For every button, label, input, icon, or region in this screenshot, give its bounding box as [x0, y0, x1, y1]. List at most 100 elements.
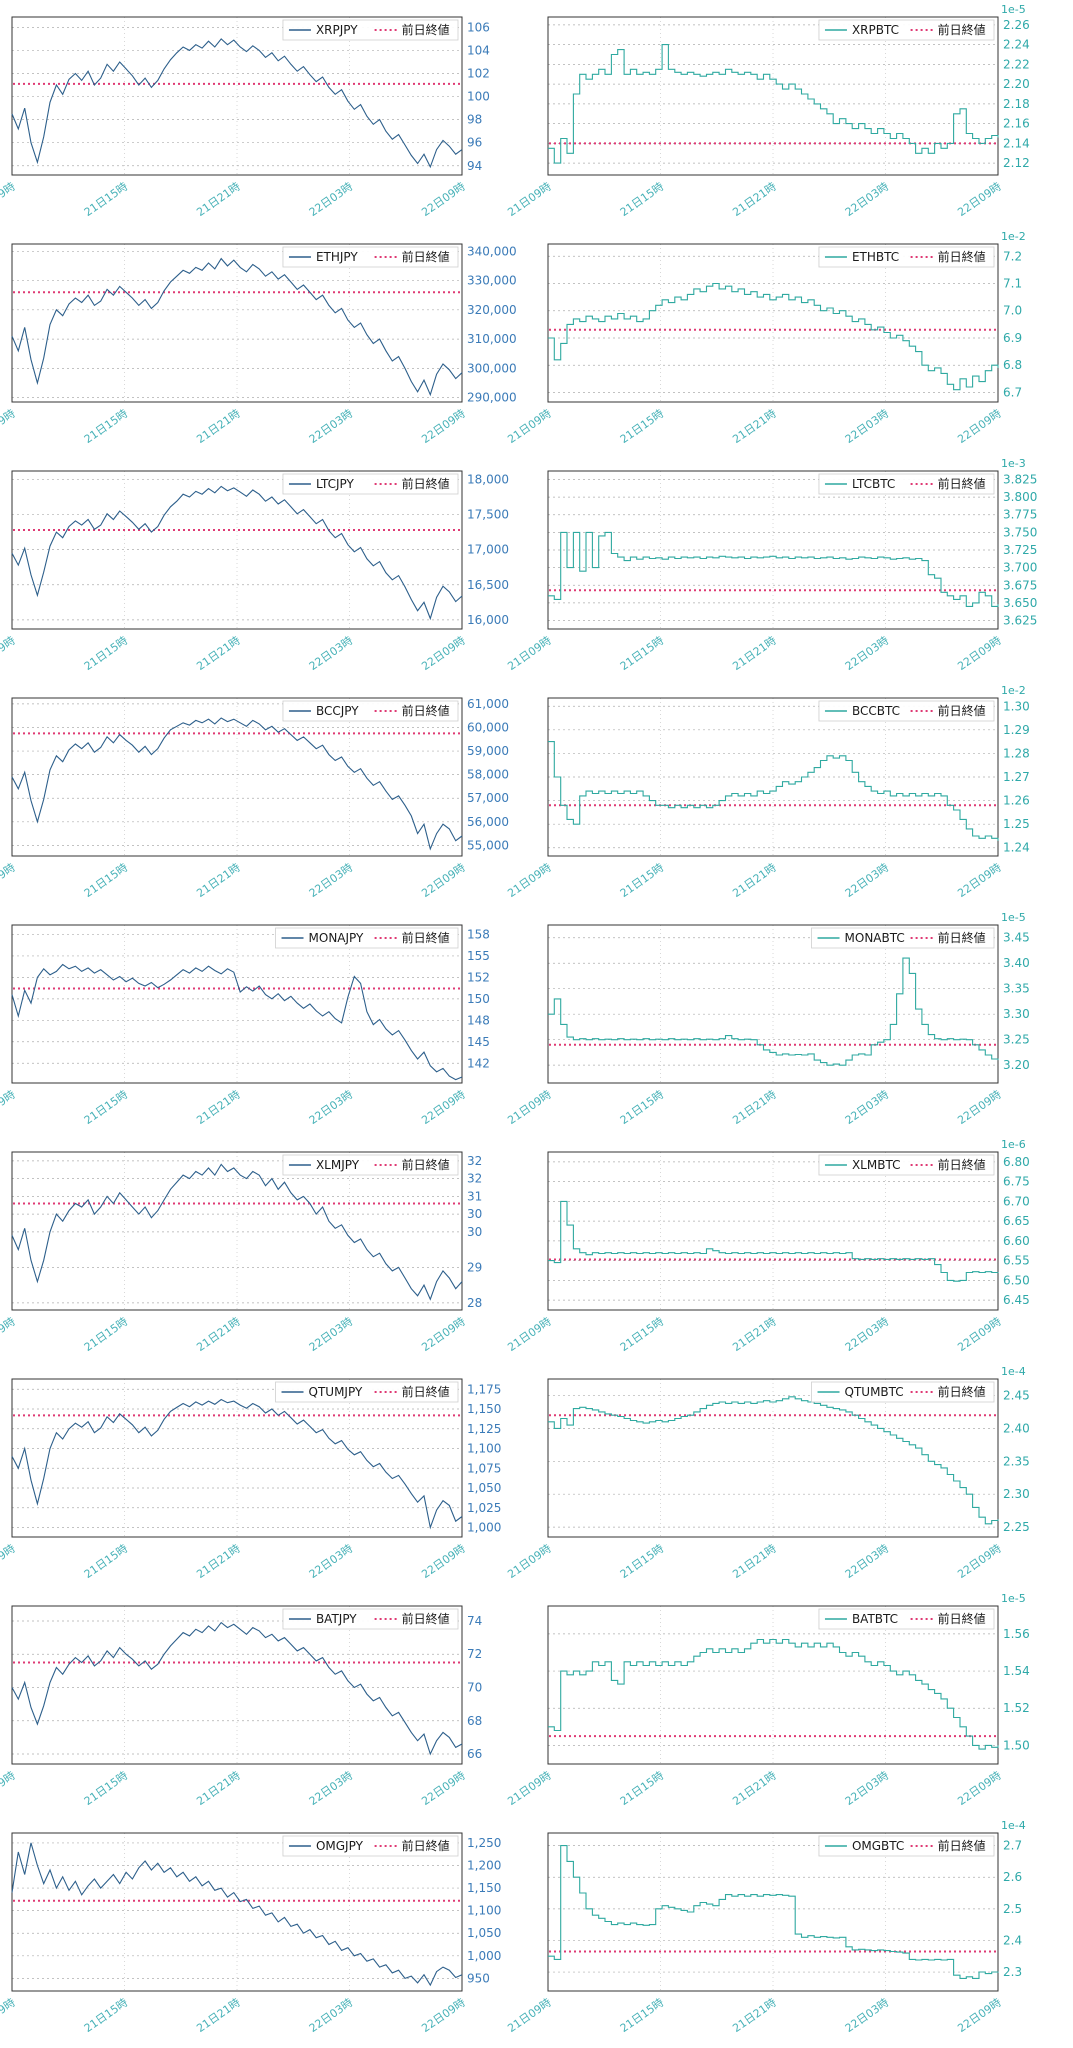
- y-tick-label: 31: [467, 1189, 482, 1203]
- axis-offset-label: 1e-5: [1001, 1592, 1026, 1605]
- y-tick-label: 3.825: [1003, 472, 1037, 486]
- legend-box: [811, 927, 995, 949]
- legend: BATJPY 前日終値: [282, 1608, 459, 1630]
- legend: LTCJPY 前日終値: [282, 473, 459, 495]
- legend-prev-label: 前日終値: [938, 930, 986, 945]
- chart-cell-xlmbtc: 21日09時 21日15時 21日21時 22日03時 22日09時 6.80 6.75 6.…: [505, 1138, 1072, 1365]
- x-tick-label: 21日21時: [194, 407, 242, 446]
- y-tick-label: 158: [467, 927, 490, 941]
- x-tick-label: 21日21時: [194, 861, 242, 900]
- y-tick-label: 2.7: [1003, 1839, 1022, 1853]
- x-tick-label: 21日21時: [730, 1088, 778, 1127]
- legend-box: [818, 1608, 995, 1630]
- y-tick-label: 3.35: [1003, 982, 1030, 996]
- x-tick-label: 22日09時: [955, 1769, 1003, 1808]
- legend-prev-label: 前日終値: [402, 22, 450, 37]
- chart-bccjpy: 21日09時 21日15時 21日21時 22日03時 22日09時 61,000 60,0…: [0, 697, 509, 900]
- x-tick-label: 21日21時: [194, 1315, 242, 1354]
- chart-monabtc: 21日09時 21日15時 21日21時 22日03時 22日09時3.453.403.…: [505, 911, 1030, 1127]
- y-tick-label: 2.24: [1003, 38, 1030, 52]
- legend-box: [282, 1608, 459, 1630]
- legend-box: [282, 19, 459, 41]
- x-tick-label: 21日09時: [0, 861, 18, 900]
- legend: XRPJPY 前日終値: [282, 19, 459, 41]
- x-tick-label: 21日21時: [194, 1088, 242, 1127]
- y-tick-label: 330,000: [467, 274, 517, 288]
- x-tick-label: 22日09時: [955, 407, 1003, 446]
- legend-series-label: LTCBTC: [852, 477, 895, 491]
- chart-batbtc: 21日09時 21日15時 21日21時 22日03時 22日09時1.561.541.…: [505, 1592, 1029, 1808]
- legend-series-label: XRPBTC: [852, 23, 899, 37]
- x-tick-label: 21日09時: [0, 1996, 18, 2035]
- y-tick-label: 2.18: [1003, 97, 1030, 111]
- x-tick-label: 21日15時: [618, 1088, 666, 1127]
- y-tick-label: 29: [467, 1260, 482, 1274]
- legend: BCCJPY 前日終値: [282, 700, 459, 722]
- legend-prev-label: 前日終値: [938, 1838, 986, 1853]
- x-tick-label: 22日09時: [419, 634, 467, 673]
- legend-box: [282, 1835, 459, 1857]
- x-tick-label: 22日03時: [843, 1769, 891, 1808]
- x-tick-label: 21日15時: [618, 634, 666, 673]
- x-tick-label: 22日03時: [307, 1769, 355, 1808]
- y-tick-label: 6.50: [1003, 1273, 1030, 1287]
- legend-box: [818, 1835, 995, 1857]
- y-tick-label: 3.45: [1003, 931, 1030, 945]
- plot-border: [547, 470, 999, 630]
- legend: BCCBTC 前日終値: [818, 700, 995, 722]
- legend-prev-label: 前日終値: [402, 1611, 450, 1626]
- y-tick-label: 1.25: [1003, 817, 1030, 831]
- legend-series-label: MONABTC: [845, 931, 905, 945]
- x-tick-label: 22日09時: [419, 180, 467, 219]
- legend-prev-label: 前日終値: [402, 476, 450, 491]
- x-tick-label: 22日03時: [307, 1996, 355, 2035]
- series-line: [11, 257, 463, 397]
- x-tick-label: 22日09時: [419, 407, 467, 446]
- x-tick-label: 22日03時: [843, 1088, 891, 1127]
- x-tick-label: 22日03時: [843, 1542, 891, 1581]
- y-tick-label: 1.27: [1003, 770, 1030, 784]
- plot-border: [547, 16, 999, 176]
- legend: OMGBTC 前日終値: [818, 1835, 995, 1857]
- legend-box: [818, 246, 995, 268]
- y-tick-label: 2.35: [1003, 1454, 1030, 1468]
- y-tick-label: 1,175: [467, 1382, 501, 1396]
- legend: MONAJPY 前日終値: [275, 927, 459, 949]
- y-tick-label: 6.45: [1003, 1293, 1030, 1307]
- legend-series-label: ETHBTC: [852, 250, 899, 264]
- axis-offset-label: 1e-5: [1001, 3, 1026, 16]
- x-tick-label: 21日15時: [82, 1315, 130, 1354]
- chart-ethjpy: 21日09時 21日15時 21日21時 22日03時 22日09時 340,000 330…: [0, 243, 517, 446]
- y-tick-label: 150: [467, 992, 490, 1006]
- x-tick-label: 22日09時: [955, 1315, 1003, 1354]
- plot-border: [547, 1378, 999, 1538]
- x-tick-label: 21日21時: [730, 1769, 778, 1808]
- chart-qtumbtc: 21日09時 21日15時 21日21時 22日03時 22日09時2.452.402.…: [505, 1365, 1030, 1581]
- legend-series-label: BATBTC: [852, 1612, 898, 1626]
- y-tick-label: 70: [467, 1680, 482, 1694]
- y-tick-label: 2.40: [1003, 1421, 1030, 1435]
- plot-border: [547, 1605, 999, 1765]
- x-tick-label: 21日15時: [82, 1088, 130, 1127]
- x-tick-label: 22日03時: [843, 180, 891, 219]
- plot-border: [11, 1151, 463, 1311]
- chart-monajpy: 21日09時 21日15時 21日21時 22日03時 22日09時 158 155 152 1…: [0, 924, 490, 1127]
- x-tick-label: 21日15時: [82, 180, 130, 219]
- legend-prev-label: 前日終値: [938, 22, 986, 37]
- x-tick-label: 22日03時: [843, 634, 891, 673]
- series-line: [548, 741, 999, 841]
- x-tick-label: 22日09時: [955, 1996, 1003, 2035]
- y-tick-label: 30: [467, 1207, 482, 1221]
- y-tick-label: 1.26: [1003, 794, 1030, 808]
- x-tick-label: 22日09時: [419, 1769, 467, 1808]
- series-line: [11, 963, 463, 1081]
- legend-box: [282, 700, 459, 722]
- series-line: [11, 1621, 463, 1756]
- legend-series-label: BATJPY: [316, 1612, 357, 1626]
- y-tick-label: 6.65: [1003, 1214, 1030, 1228]
- chart-omgbtc: 21日09時 21日15時 21日21時 22日03時 22日09時2.72.62.52…: [505, 1819, 1025, 2035]
- chart-ethbtc: 21日09時 21日15時 21日21時 22日03時 22日09時7.27.17.06…: [505, 230, 1025, 446]
- y-tick-label: 3.750: [1003, 525, 1037, 539]
- plot-border: [11, 16, 463, 176]
